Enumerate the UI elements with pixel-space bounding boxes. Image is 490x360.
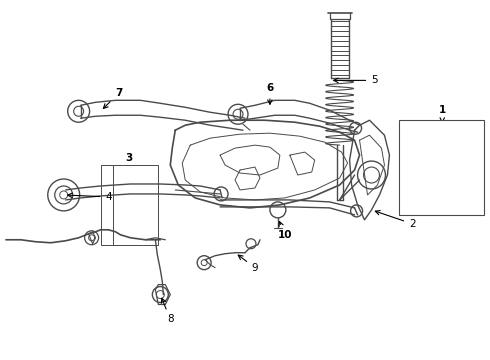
Text: 8: 8 (161, 298, 173, 324)
Text: 2: 2 (375, 211, 416, 229)
Bar (100, 165, 158, 245)
Text: 9: 9 (238, 255, 258, 273)
Text: 10: 10 (278, 221, 292, 240)
Text: 1: 1 (439, 105, 446, 122)
Text: 5: 5 (334, 75, 378, 85)
Text: 6: 6 (266, 84, 273, 104)
Text: 3: 3 (125, 153, 132, 163)
Text: 7: 7 (103, 88, 122, 108)
Bar (399, 120, 484, 215)
Text: 4: 4 (68, 192, 112, 202)
